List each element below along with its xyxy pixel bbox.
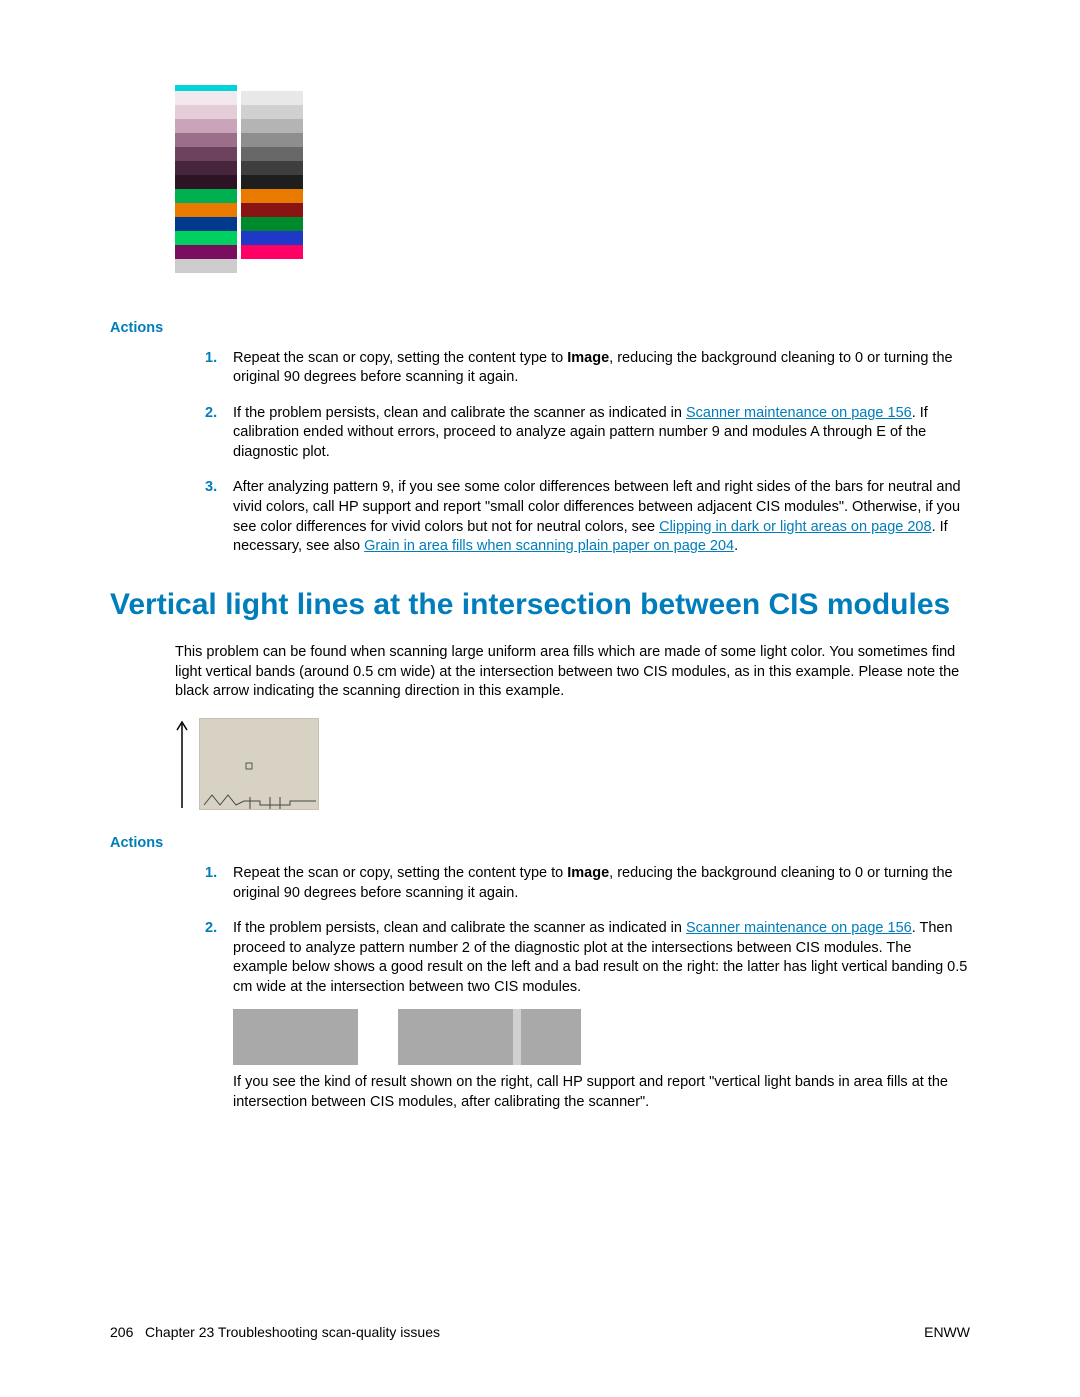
- actions-heading: Actions: [110, 834, 970, 854]
- swatch-column-left: [175, 91, 237, 287]
- scan-sample-image: [199, 718, 319, 810]
- actions-heading: Actions: [110, 319, 970, 339]
- footer-left: 206 Chapter 23 Troubleshooting scan-qual…: [110, 1323, 440, 1342]
- color-swatch: [241, 203, 303, 217]
- list-number: 2.: [205, 919, 233, 1112]
- list-text: Repeat the scan or copy, setting the con…: [233, 864, 970, 903]
- color-swatch: [241, 161, 303, 175]
- color-swatch: [175, 189, 237, 203]
- list-item: 2. If the problem persists, clean and ca…: [205, 404, 970, 463]
- color-swatch: [241, 273, 303, 287]
- gray-box: [398, 1009, 513, 1065]
- color-swatch: [241, 245, 303, 259]
- scan-direction-example: [175, 718, 970, 817]
- footer-right: ENWW: [924, 1323, 970, 1342]
- color-swatch: [175, 133, 237, 147]
- chapter-label: Chapter 23 Troubleshooting scan-quality …: [145, 1324, 440, 1340]
- list-item: 1. Repeat the scan or copy, setting the …: [205, 349, 970, 388]
- page-footer: 206 Chapter 23 Troubleshooting scan-qual…: [110, 1323, 970, 1342]
- color-swatch-chart: [175, 85, 303, 301]
- color-swatch: [241, 133, 303, 147]
- color-swatch: [175, 161, 237, 175]
- grain-link[interactable]: Grain in area fills when scanning plain …: [364, 538, 734, 554]
- color-swatch: [241, 147, 303, 161]
- actions-list-1: 1. Repeat the scan or copy, setting the …: [205, 349, 970, 557]
- color-swatch: [241, 217, 303, 231]
- list-item: 3. After analyzing pattern 9, if you see…: [205, 478, 970, 556]
- color-swatch: [175, 203, 237, 217]
- section-heading: Vertical light lines at the intersection…: [110, 585, 970, 626]
- list-text: If the problem persists, clean and calib…: [233, 404, 970, 463]
- list-text: If the problem persists, clean and calib…: [233, 919, 970, 1112]
- up-arrow-icon: [175, 718, 189, 817]
- scanner-maintenance-link[interactable]: Scanner maintenance on page 156: [686, 920, 912, 936]
- gray-comparison-boxes: [233, 1009, 970, 1065]
- color-swatch: [175, 273, 237, 287]
- clipping-link[interactable]: Clipping in dark or light areas on page …: [659, 519, 931, 535]
- list-number: 1.: [205, 864, 233, 903]
- color-swatch: [175, 175, 237, 189]
- gray-box: [358, 1009, 398, 1065]
- color-swatch: [175, 119, 237, 133]
- color-swatch: [175, 91, 237, 105]
- list-number: 1.: [205, 349, 233, 388]
- page-number: 206: [110, 1324, 133, 1340]
- color-swatch: [175, 105, 237, 119]
- gray-box: [233, 1009, 358, 1065]
- color-swatch: [241, 259, 303, 273]
- actions-list-2: 1. Repeat the scan or copy, setting the …: [205, 864, 970, 1113]
- color-swatch: [241, 175, 303, 189]
- color-swatch: [241, 189, 303, 203]
- list-text: After analyzing pattern 9, if you see so…: [233, 478, 970, 556]
- color-swatch: [241, 91, 303, 105]
- color-swatch: [241, 105, 303, 119]
- color-swatch: [175, 259, 237, 273]
- follow-up-text: If you see the kind of result shown on t…: [233, 1073, 970, 1112]
- intro-paragraph: This problem can be found when scanning …: [175, 643, 970, 702]
- list-item: 2. If the problem persists, clean and ca…: [205, 919, 970, 1112]
- list-number: 2.: [205, 404, 233, 463]
- list-text: Repeat the scan or copy, setting the con…: [233, 349, 970, 388]
- color-swatch: [175, 147, 237, 161]
- color-swatch: [175, 217, 237, 231]
- gray-box: [513, 1009, 521, 1065]
- list-number: 3.: [205, 478, 233, 556]
- color-swatch: [241, 231, 303, 245]
- swatch-column-right: [241, 91, 303, 287]
- list-item: 1. Repeat the scan or copy, setting the …: [205, 864, 970, 903]
- scanner-maintenance-link[interactable]: Scanner maintenance on page 156: [686, 405, 912, 421]
- color-swatch: [175, 231, 237, 245]
- color-swatch: [175, 245, 237, 259]
- gray-box: [521, 1009, 581, 1065]
- color-swatch: [241, 119, 303, 133]
